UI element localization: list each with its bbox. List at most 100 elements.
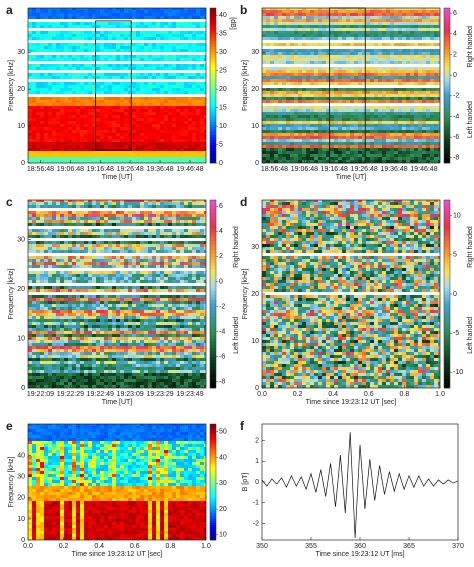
spectrogram-cell xyxy=(406,148,410,151)
spectrogram-cell xyxy=(318,118,322,121)
spectrogram-cell xyxy=(434,118,438,121)
spectrogram-cell xyxy=(410,136,414,139)
spectrogram-cell xyxy=(314,49,318,52)
spectrogram-cell xyxy=(374,22,378,25)
spectrogram-cell xyxy=(68,13,72,16)
spectrogram-cell xyxy=(172,139,176,142)
spectrogram-cell xyxy=(366,31,370,34)
spectrogram-cell xyxy=(188,370,192,373)
spectrogram-cell xyxy=(278,109,282,112)
spectrogram-cell xyxy=(310,73,314,76)
spectrogram-cell xyxy=(40,370,44,373)
spectrogram-cell xyxy=(56,10,60,13)
spectrogram-cell xyxy=(386,109,390,112)
spectrogram-cell xyxy=(192,385,196,388)
x-tick-label: 19:16:48 xyxy=(321,166,348,173)
spectrogram-cell xyxy=(318,55,322,58)
spectrogram-cell xyxy=(156,67,160,70)
spectrogram-cell xyxy=(390,28,394,31)
spectrogram-cell xyxy=(148,112,152,115)
spectrogram-cell xyxy=(124,58,128,61)
spectrogram-cell xyxy=(274,88,278,91)
spectrogram-cell xyxy=(144,49,148,52)
spectrogram-cell xyxy=(156,349,160,352)
spectrogram-cell xyxy=(366,94,370,97)
spectrogram-cell xyxy=(414,73,418,76)
spectrogram-cell xyxy=(200,73,204,76)
spectrogram-cell xyxy=(382,70,386,73)
spectrogram-cell xyxy=(422,28,426,31)
spectrogram-cell xyxy=(136,88,140,91)
spectrogram-cell xyxy=(430,79,434,82)
spectrogram-cell xyxy=(132,88,136,91)
spectrogram-cell xyxy=(56,367,60,370)
spectrogram-cell xyxy=(358,55,362,58)
spectrogram-cell xyxy=(294,16,298,19)
spectrogram-cell xyxy=(180,385,184,388)
spectrogram-cell xyxy=(52,349,56,352)
spectrogram-cell xyxy=(56,58,60,61)
spectrogram-cell xyxy=(104,352,108,355)
spectrogram-cell xyxy=(112,85,116,88)
spectrogram-cell xyxy=(172,385,176,388)
spectrogram-cell xyxy=(128,376,132,379)
spectrogram-cell xyxy=(298,145,302,148)
spectrogram-cell xyxy=(164,358,168,361)
spectrogram-cell xyxy=(422,145,426,148)
spectrogram-cell xyxy=(136,55,140,58)
spectrogram-cell xyxy=(338,10,342,13)
spectrogram-cell xyxy=(124,127,128,130)
spectrogram-cell xyxy=(274,49,278,52)
spectrogram-cell xyxy=(88,373,92,376)
spectrogram-cell xyxy=(330,28,334,31)
spectrogram-cell xyxy=(56,67,60,70)
spectrogram-cell xyxy=(390,154,394,157)
spectrogram-cell xyxy=(414,82,418,85)
spectrogram-cell xyxy=(80,160,84,163)
spectrogram-cell xyxy=(124,139,128,142)
spectrogram-cell xyxy=(44,76,48,79)
spectrogram-cell xyxy=(132,115,136,118)
spectrogram-cell xyxy=(270,106,274,109)
spectrogram-cell xyxy=(262,130,266,133)
spectrogram-cell xyxy=(32,364,36,367)
spectrogram-cell xyxy=(184,148,188,151)
spectrogram-cell xyxy=(286,130,290,133)
spectrogram-cell xyxy=(282,73,286,76)
spectrogram-cell xyxy=(88,16,92,19)
spectrogram-cell xyxy=(274,73,278,76)
spectrogram-cell xyxy=(72,145,76,148)
spectrogram-cell xyxy=(394,49,398,52)
spectrogram-cell xyxy=(386,142,390,145)
spectrogram-cell xyxy=(124,103,128,106)
spectrogram-cell xyxy=(160,373,164,376)
spectrogram-cell xyxy=(132,118,136,121)
spectrogram-cell xyxy=(48,385,52,388)
spectrogram-cell xyxy=(414,109,418,112)
spectrogram-cell xyxy=(274,19,278,22)
spectrogram-cell xyxy=(330,79,334,82)
spectrogram-cell xyxy=(168,355,172,358)
spectrogram-cell xyxy=(156,103,160,106)
spectrogram-cell xyxy=(366,19,370,22)
spectrogram-cell xyxy=(156,10,160,13)
spectrogram-cell xyxy=(44,130,48,133)
spectrogram-cell xyxy=(148,49,152,52)
spectrogram-cell xyxy=(48,367,52,370)
spectrogram-cell xyxy=(338,124,342,127)
spectrogram-cell xyxy=(386,145,390,148)
spectrogram-cell xyxy=(80,364,84,367)
spectrogram-cell xyxy=(32,151,36,154)
spectrogram-cell xyxy=(374,157,378,160)
spectrogram-cell xyxy=(104,82,108,85)
spectrogram-cell xyxy=(318,37,322,40)
spectrogram-cell xyxy=(270,43,274,46)
spectrogram-cell xyxy=(430,37,434,40)
spectrogram-cell xyxy=(188,127,192,130)
spectrogram-cell xyxy=(52,343,56,346)
spectrogram-cell xyxy=(68,43,72,46)
colorbar-segment xyxy=(444,8,450,11)
spectrogram-cell xyxy=(426,127,430,130)
spectrogram-cell xyxy=(322,82,326,85)
spectrogram-cell xyxy=(184,151,188,154)
